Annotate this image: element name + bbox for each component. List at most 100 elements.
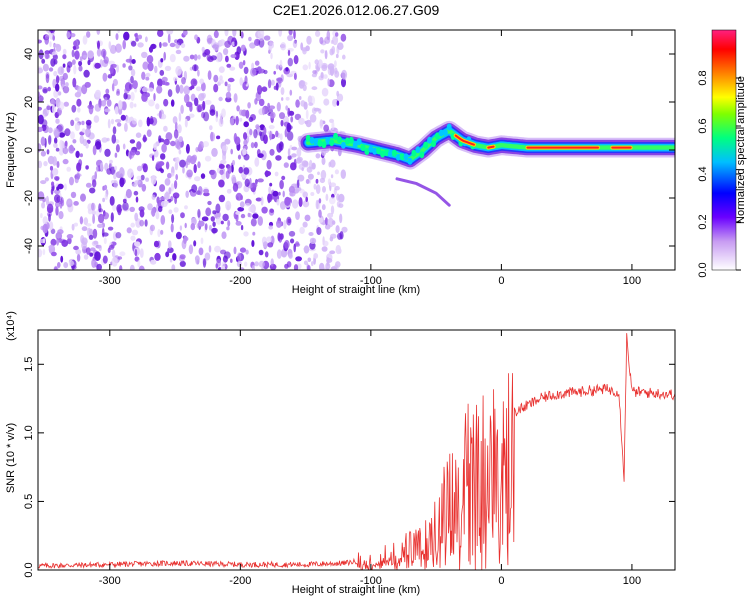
- noise-speckle: [183, 94, 190, 104]
- noise-speckle: [218, 79, 224, 84]
- noise-speckle: [195, 254, 200, 265]
- noise-speckle: [123, 31, 130, 41]
- noise-speckle: [320, 72, 324, 79]
- noise-speckle: [215, 217, 222, 225]
- noise-speckle: [340, 169, 346, 179]
- noise-speckle: [178, 149, 182, 155]
- noise-speckle: [52, 168, 59, 176]
- noise-speckle: [87, 50, 94, 59]
- noise-speckle: [190, 223, 196, 231]
- noise-speckle: [160, 229, 164, 235]
- noise-speckle: [111, 257, 118, 267]
- noise-speckle: [231, 164, 234, 173]
- noise-speckle: [130, 222, 135, 228]
- noise-speckle: [235, 115, 239, 126]
- spectrogram-xtick-label: -200: [229, 275, 251, 287]
- noise-speckle: [321, 87, 329, 97]
- noise-speckle: [164, 65, 172, 71]
- noise-speckle: [295, 99, 300, 108]
- noise-speckle: [330, 205, 335, 215]
- signal-blob: [376, 147, 382, 155]
- noise-speckle: [238, 166, 244, 174]
- noise-speckle: [308, 61, 311, 70]
- noise-speckle: [287, 218, 291, 224]
- descending-branch: [395, 177, 451, 207]
- noise-speckle: [167, 172, 172, 179]
- noise-speckle: [141, 71, 146, 81]
- signal-blob: [395, 153, 401, 161]
- noise-speckle: [179, 84, 184, 94]
- noise-speckle: [270, 111, 276, 119]
- noise-speckle: [71, 104, 77, 113]
- noise-speckle: [239, 109, 244, 116]
- noise-speckle: [44, 50, 50, 60]
- noise-speckle: [319, 119, 323, 129]
- noise-speckle: [107, 118, 111, 129]
- noise-speckle: [222, 213, 229, 222]
- noise-speckle: [208, 245, 212, 253]
- noise-speckle: [81, 128, 86, 133]
- noise-speckle: [115, 33, 119, 41]
- noise-speckle: [262, 106, 266, 116]
- noise-speckle: [300, 42, 304, 51]
- noise-speckle: [285, 105, 289, 111]
- noise-speckle: [242, 148, 247, 156]
- noise-speckle: [236, 196, 239, 201]
- noise-speckle: [42, 88, 48, 93]
- noise-speckle: [220, 265, 226, 270]
- noise-speckle: [112, 204, 117, 211]
- noise-speckle: [62, 54, 67, 60]
- noise-speckle: [243, 121, 249, 128]
- noise-speckle: [75, 249, 82, 255]
- noise-speckle: [306, 35, 312, 45]
- noise-speckle: [242, 60, 246, 66]
- noise-speckle: [150, 175, 157, 185]
- noise-speckle: [180, 212, 185, 219]
- noise-speckle: [70, 119, 75, 127]
- noise-speckle: [281, 97, 284, 101]
- noise-speckle: [57, 123, 64, 133]
- noise-speckle: [280, 42, 287, 51]
- noise-speckle: [158, 135, 162, 144]
- noise-speckle: [88, 234, 94, 240]
- noise-speckle: [134, 33, 137, 37]
- noise-speckle: [53, 142, 58, 148]
- noise-speckle: [91, 258, 97, 269]
- noise-speckle: [134, 241, 141, 247]
- noise-speckle: [313, 183, 317, 190]
- noise-speckle: [201, 46, 205, 53]
- noise-speckle: [315, 184, 321, 195]
- noise-speckle: [183, 235, 187, 244]
- spectrogram-ytick-label: -40: [23, 238, 35, 254]
- noise-speckle: [134, 212, 139, 222]
- noise-speckle: [154, 65, 158, 74]
- noise-speckle: [301, 160, 309, 168]
- noise-speckle: [215, 263, 219, 269]
- noise-speckle: [212, 42, 220, 51]
- noise-speckle: [130, 68, 136, 77]
- noise-speckle: [65, 82, 69, 87]
- noise-speckle: [106, 99, 112, 107]
- noise-speckle: [325, 193, 329, 201]
- noise-speckle: [96, 223, 103, 228]
- noise-speckle: [173, 129, 179, 139]
- noise-speckle: [122, 202, 129, 211]
- snr-ytick-label: 1.0: [23, 425, 35, 440]
- noise-speckle: [202, 100, 206, 111]
- noise-speckle: [171, 264, 176, 270]
- noise-speckle: [261, 206, 268, 214]
- noise-speckle: [291, 153, 297, 158]
- noise-speckle: [269, 208, 274, 213]
- noise-speckle: [122, 63, 126, 68]
- noise-speckle: [141, 92, 148, 102]
- noise-speckle: [165, 251, 170, 258]
- noise-speckle: [85, 127, 91, 138]
- noise-speckle: [64, 128, 71, 137]
- noise-speckle: [258, 249, 264, 256]
- noise-speckle: [38, 248, 43, 258]
- noise-speckle: [324, 50, 328, 60]
- noise-speckle: [293, 72, 297, 80]
- snr-frame: [37, 329, 676, 571]
- noise-speckle: [72, 59, 76, 65]
- noise-speckle: [341, 226, 348, 233]
